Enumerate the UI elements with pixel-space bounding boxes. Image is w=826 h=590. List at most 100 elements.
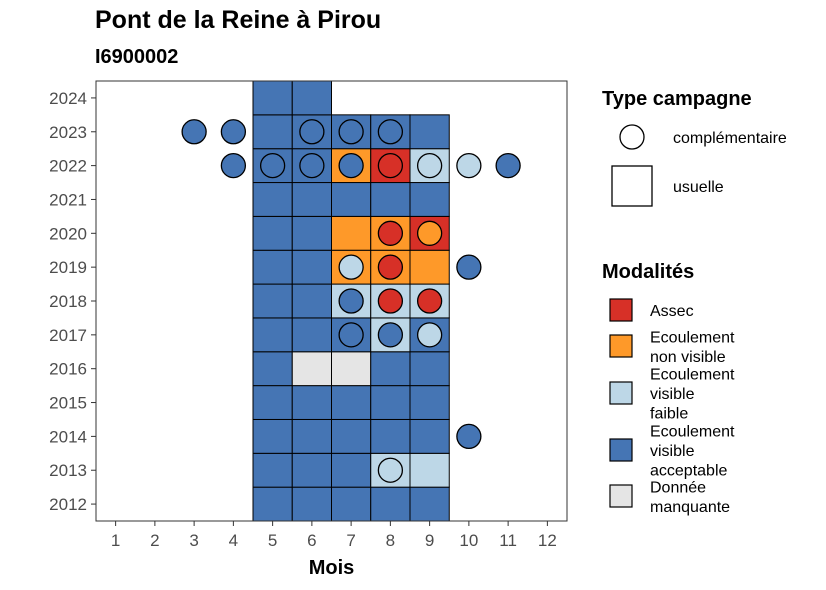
y-tick-label: 2012 <box>49 495 87 514</box>
x-tick-label: 8 <box>386 531 395 550</box>
point-2022-11 <box>495 152 521 179</box>
tile-2024-5 <box>252 80 293 116</box>
point-2023-3 <box>181 119 207 145</box>
point-2017-8 <box>377 322 404 348</box>
point-2023-4 <box>220 119 247 145</box>
legend-modalite-label: Assec <box>650 303 694 320</box>
point-2022-6 <box>299 152 325 179</box>
tile-2023-5 <box>252 114 293 150</box>
point-2020-9 <box>416 220 443 246</box>
tile-2018-6 <box>291 283 332 319</box>
legend-campagne-title: Type campagne <box>602 88 752 110</box>
tile-2020-6 <box>291 215 332 251</box>
y-tick-label: 2015 <box>49 394 87 413</box>
tile-2016-8 <box>370 351 411 387</box>
legend-campagne-label: complémentaire <box>673 130 787 147</box>
tile-2019-5 <box>252 249 293 285</box>
legend-campagne-label: usuelle <box>673 179 724 196</box>
legend-key-swatch <box>609 438 633 462</box>
tile-2023-9 <box>409 114 450 150</box>
point-2023-7 <box>338 119 364 145</box>
point-2022-8 <box>377 152 404 179</box>
tile-2012-5 <box>252 486 293 522</box>
tile-2021-7 <box>331 182 372 217</box>
tile-2020-5 <box>252 215 293 251</box>
y-tick-label: 2014 <box>49 427 87 446</box>
legend-modalite-label: Ecoulement non visible <box>650 329 735 366</box>
point-2017-9 <box>416 322 443 348</box>
tile-2015-6 <box>291 385 332 420</box>
point-2022-10 <box>456 152 482 179</box>
x-tick-label: 1 <box>111 531 120 550</box>
legend-circle-key <box>619 124 645 150</box>
x-tick-label: 3 <box>189 531 198 550</box>
tile-2015-9 <box>409 385 450 420</box>
point-2022-5 <box>259 152 286 179</box>
tile-2016-6 <box>291 351 332 387</box>
tile-2020-7 <box>331 215 372 251</box>
x-tick-label: 7 <box>346 531 355 550</box>
y-tick-label: 2019 <box>49 258 87 277</box>
legend-key-swatch <box>609 484 633 508</box>
y-tick-label: 2021 <box>49 190 87 209</box>
point-2019-7 <box>338 254 364 280</box>
tile-2017-6 <box>291 317 332 353</box>
point-2014-10 <box>456 423 482 450</box>
y-tick-label: 2024 <box>49 89 87 108</box>
point-2013-8 <box>377 457 404 483</box>
point-2022-4 <box>220 152 247 179</box>
point-2018-8 <box>377 288 404 314</box>
tile-2013-7 <box>331 452 372 488</box>
legend-modalites: Modalités Assec Ecoulement non visible Ecoul… <box>602 261 735 516</box>
point-2019-10 <box>456 254 482 280</box>
point-2018-7 <box>338 288 364 314</box>
tile-2012-6 <box>291 486 332 522</box>
tile-2021-6 <box>291 182 332 217</box>
point-2022-7 <box>338 152 364 179</box>
y-tick-label: 2022 <box>49 157 87 176</box>
tile-2015-7 <box>331 385 372 420</box>
point-2019-8 <box>377 254 404 280</box>
tile-2012-8 <box>370 486 411 522</box>
tile-2015-8 <box>370 385 411 420</box>
y-tick-label: 2020 <box>49 224 87 243</box>
legend-modalite-label: Ecoulement visible acceptable <box>650 424 735 480</box>
x-tick-label: 2 <box>150 531 159 550</box>
tile-2016-9 <box>409 351 450 387</box>
tile-2014-9 <box>409 418 450 454</box>
y-tick-label: 2016 <box>49 360 87 379</box>
legend-modalites-title: Modalités <box>602 261 694 283</box>
tile-2012-9 <box>409 486 450 522</box>
point-2022-9 <box>416 152 443 179</box>
legend-key-swatch <box>609 334 633 358</box>
point-2017-7 <box>338 322 364 348</box>
tile-2014-7 <box>331 418 372 454</box>
x-tick-label: 6 <box>307 531 316 550</box>
point-2020-8 <box>377 220 404 246</box>
point-2023-8 <box>377 119 404 145</box>
chart-title: Pont de la Reine à Pirou <box>95 6 382 34</box>
point-2018-9 <box>416 288 443 314</box>
tile-2013-6 <box>291 452 332 488</box>
point-2023-6 <box>299 119 325 145</box>
tile-2021-5 <box>252 182 293 217</box>
x-axis-title: Mois <box>309 557 355 579</box>
tile-2014-6 <box>291 418 332 454</box>
y-tick-label: 2018 <box>49 292 87 311</box>
legend-square-key <box>611 165 653 207</box>
x-tick-label: 4 <box>229 531 238 550</box>
y-tick-label: 2013 <box>49 461 87 480</box>
legend-type-campagne: Type campagne complémentaire usuelle <box>602 88 787 207</box>
legend-modalite-label: Donnée manquante <box>650 479 730 516</box>
chart-subtitle: I6900002 <box>95 46 179 68</box>
tile-2021-8 <box>370 182 411 217</box>
legend-key-swatch <box>609 381 633 405</box>
complementaire-points <box>181 119 521 483</box>
y-tick-label: 2023 <box>49 123 87 142</box>
x-tick-label: 12 <box>538 531 557 550</box>
tile-2024-6 <box>291 80 332 116</box>
tile-2015-5 <box>252 385 293 420</box>
tile-2019-6 <box>291 249 332 285</box>
tile-2016-7 <box>331 351 372 387</box>
